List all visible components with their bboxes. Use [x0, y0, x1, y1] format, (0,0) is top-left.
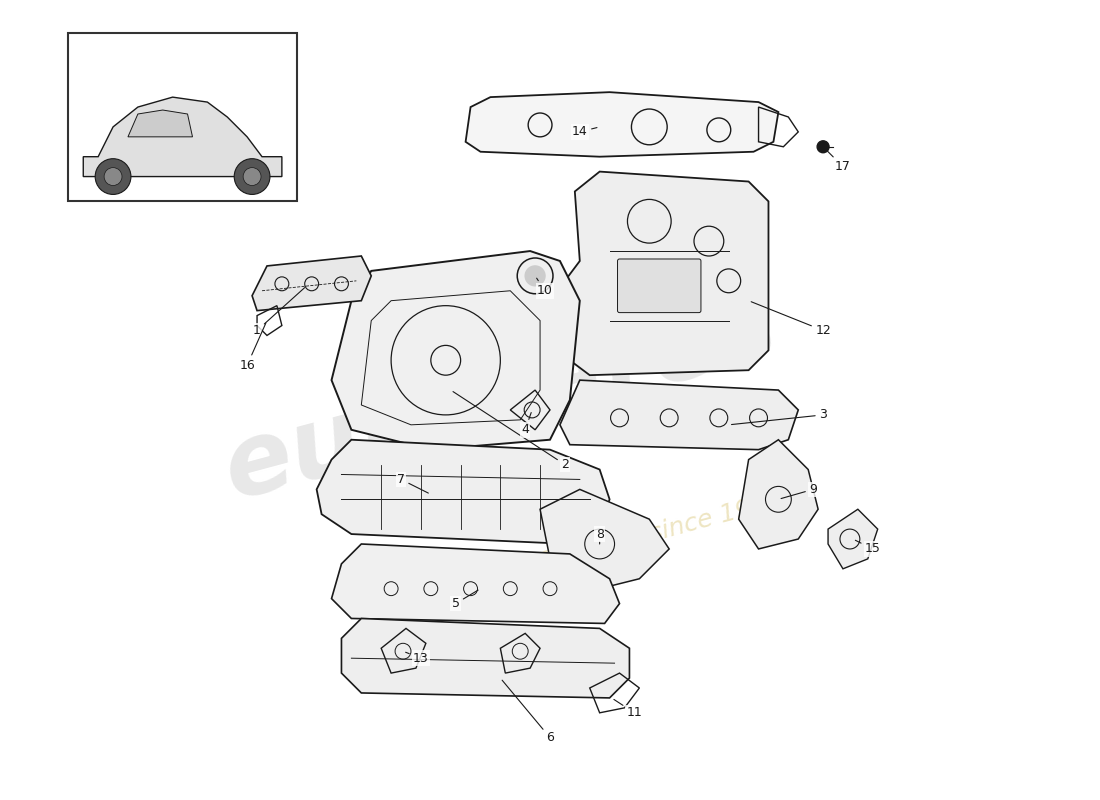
- Text: 5: 5: [452, 590, 478, 610]
- Text: 7: 7: [397, 473, 428, 493]
- Polygon shape: [128, 110, 192, 137]
- Text: a passion for parts since 1985: a passion for parts since 1985: [414, 489, 785, 610]
- Text: 13: 13: [406, 652, 429, 665]
- FancyBboxPatch shape: [68, 33, 297, 202]
- Text: 16: 16: [239, 323, 266, 372]
- Circle shape: [104, 168, 122, 186]
- Polygon shape: [828, 510, 878, 569]
- Polygon shape: [560, 380, 799, 450]
- Text: 9: 9: [781, 483, 817, 498]
- Polygon shape: [739, 440, 818, 549]
- Circle shape: [243, 168, 261, 186]
- Text: 17: 17: [825, 149, 851, 173]
- Polygon shape: [252, 256, 372, 310]
- FancyBboxPatch shape: [617, 259, 701, 313]
- Text: 14: 14: [572, 126, 597, 138]
- Circle shape: [234, 158, 270, 194]
- Text: 8: 8: [596, 527, 604, 544]
- Polygon shape: [317, 440, 609, 544]
- Circle shape: [525, 266, 544, 286]
- Circle shape: [817, 141, 829, 153]
- Text: 15: 15: [856, 540, 881, 555]
- Text: 3: 3: [732, 408, 827, 425]
- Text: 1: 1: [253, 288, 305, 337]
- Polygon shape: [540, 490, 669, 589]
- Text: 4: 4: [521, 413, 531, 436]
- Text: euroPares: euroPares: [213, 279, 788, 521]
- Text: 11: 11: [614, 699, 642, 719]
- Polygon shape: [465, 92, 779, 157]
- Circle shape: [96, 158, 131, 194]
- Polygon shape: [341, 618, 629, 698]
- Polygon shape: [331, 251, 580, 450]
- Text: 12: 12: [751, 302, 830, 337]
- Text: 10: 10: [537, 278, 553, 298]
- Text: 2: 2: [453, 391, 569, 471]
- Text: 6: 6: [502, 680, 554, 744]
- Polygon shape: [565, 171, 769, 375]
- Polygon shape: [84, 97, 282, 177]
- Polygon shape: [331, 544, 619, 623]
